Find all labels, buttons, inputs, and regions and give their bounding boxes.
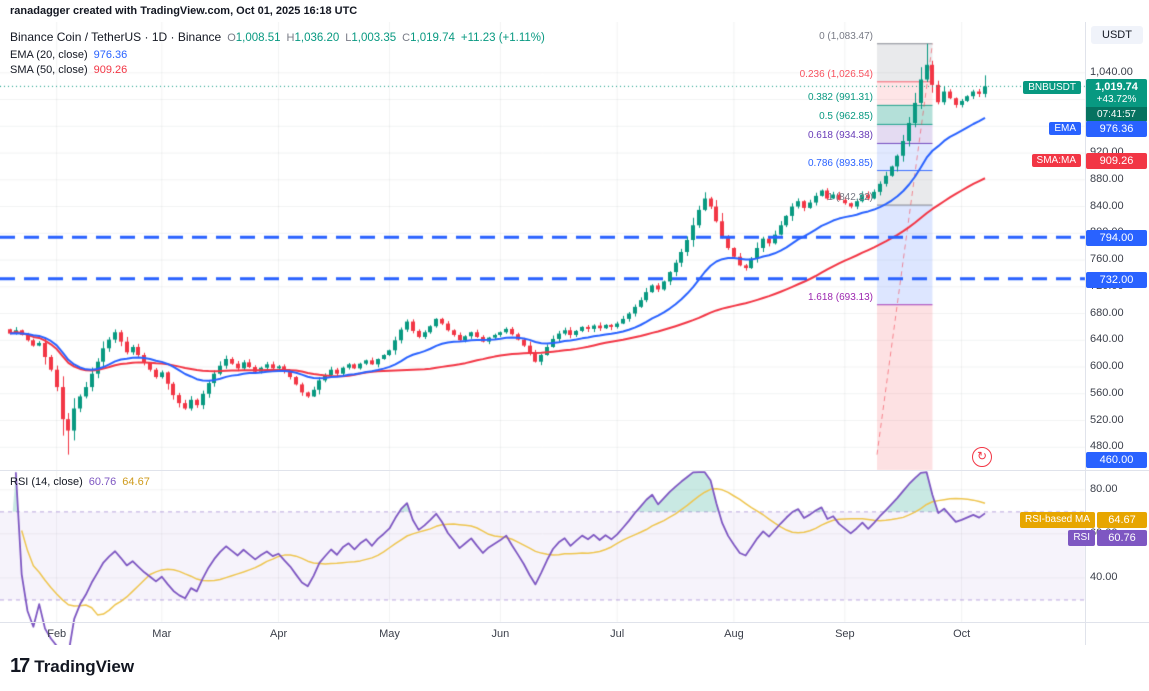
- symbol-legend-row: Binance Coin / TetherUS · 1D · Binance O…: [10, 28, 545, 46]
- rsi-badge-value: 60.76: [1097, 530, 1147, 546]
- sma-value: 909.26: [93, 64, 128, 76]
- attribution-text: ranadagger created with TradingView.com,…: [10, 5, 358, 17]
- change-text: +11.23 (+1.11%): [460, 32, 545, 44]
- bar-countdown: 07:41:57: [1086, 107, 1147, 122]
- price-level-badge-732[interactable]: 732.00: [1086, 272, 1147, 288]
- open-label: O: [227, 32, 236, 44]
- close-label: C: [402, 32, 411, 44]
- low-label: L: [345, 32, 352, 44]
- rsi-badge[interactable]: RSI 60.76: [1068, 530, 1147, 546]
- ema-price-badge[interactable]: 976.36: [1086, 121, 1147, 137]
- sma-legend-row[interactable]: SMA (50, close) 909.26: [10, 64, 545, 76]
- pane-separator[interactable]: [0, 470, 1149, 471]
- change-percent-value: +43.72%: [1096, 94, 1137, 105]
- price-level-badge-460[interactable]: 460.00: [1086, 452, 1147, 468]
- rsi-ma-badge-value: 64.67: [1097, 512, 1147, 528]
- close-value: 1,019.74: [410, 32, 455, 44]
- ohlc-low: L1,003.35: [345, 28, 396, 46]
- rsi-legend-row[interactable]: RSI (14, close) 60.76 64.67: [10, 476, 150, 488]
- tradingview-logo-icon: 17: [10, 655, 30, 677]
- price-axis-border: [1085, 22, 1086, 645]
- last-price-badge[interactable]: 1,019.74 +43.72% 07:41:57: [1086, 79, 1147, 122]
- high-label: H: [286, 32, 295, 44]
- sma-label: SMA (50, close): [10, 64, 88, 76]
- price-chart-canvas[interactable]: [0, 22, 1149, 645]
- ohlc-high: H1,036.20: [287, 28, 340, 46]
- low-value: 1,003.35: [351, 32, 397, 44]
- high-value: 1,036.20: [294, 32, 340, 44]
- change-value: +11.23 (+1.11%): [461, 28, 545, 46]
- ema-legend-row[interactable]: EMA (20, close) 976.36: [10, 49, 545, 61]
- rsi-label: RSI (14, close): [10, 476, 83, 488]
- time-axis[interactable]: [0, 623, 1149, 645]
- rsi-ma-badge[interactable]: RSI-based MA 64.67: [1019, 512, 1147, 528]
- chart-legend: Binance Coin / TetherUS · 1D · Binance O…: [10, 28, 545, 79]
- price-level-badge-794[interactable]: 794.00: [1086, 230, 1147, 246]
- axis-currency-button[interactable]: USDT: [1091, 26, 1143, 44]
- rsi-value: 60.76: [88, 476, 117, 488]
- rsi-ma-value: 64.67: [122, 476, 150, 488]
- time-axis-separator: [0, 622, 1149, 623]
- refresh-icon[interactable]: ↻: [972, 447, 992, 467]
- rsi-tag: RSI: [1068, 530, 1095, 546]
- ema-value: 976.36: [93, 49, 128, 61]
- ohlc-open: O1,008.51: [227, 28, 280, 46]
- sma-tag[interactable]: SMA:MA: [1031, 154, 1081, 167]
- open-value: 1,008.51: [235, 32, 281, 44]
- tradingview-brand-text: TradingView: [34, 656, 135, 676]
- last-price-value: 1,019.74: [1095, 81, 1138, 93]
- symbol-title[interactable]: Binance Coin / TetherUS · 1D · Binance: [10, 30, 222, 44]
- ema-tag[interactable]: EMA: [1049, 122, 1081, 135]
- ohlc-close: C1,019.74: [402, 28, 455, 46]
- symbol-price-tag[interactable]: BNBUSDT: [1023, 81, 1081, 94]
- ema-label: EMA (20, close): [10, 49, 88, 61]
- sma-price-badge[interactable]: 909.26: [1086, 153, 1147, 169]
- rsi-ma-tag: RSI-based MA: [1019, 512, 1095, 528]
- footer-brand[interactable]: 17 TradingView: [10, 655, 134, 678]
